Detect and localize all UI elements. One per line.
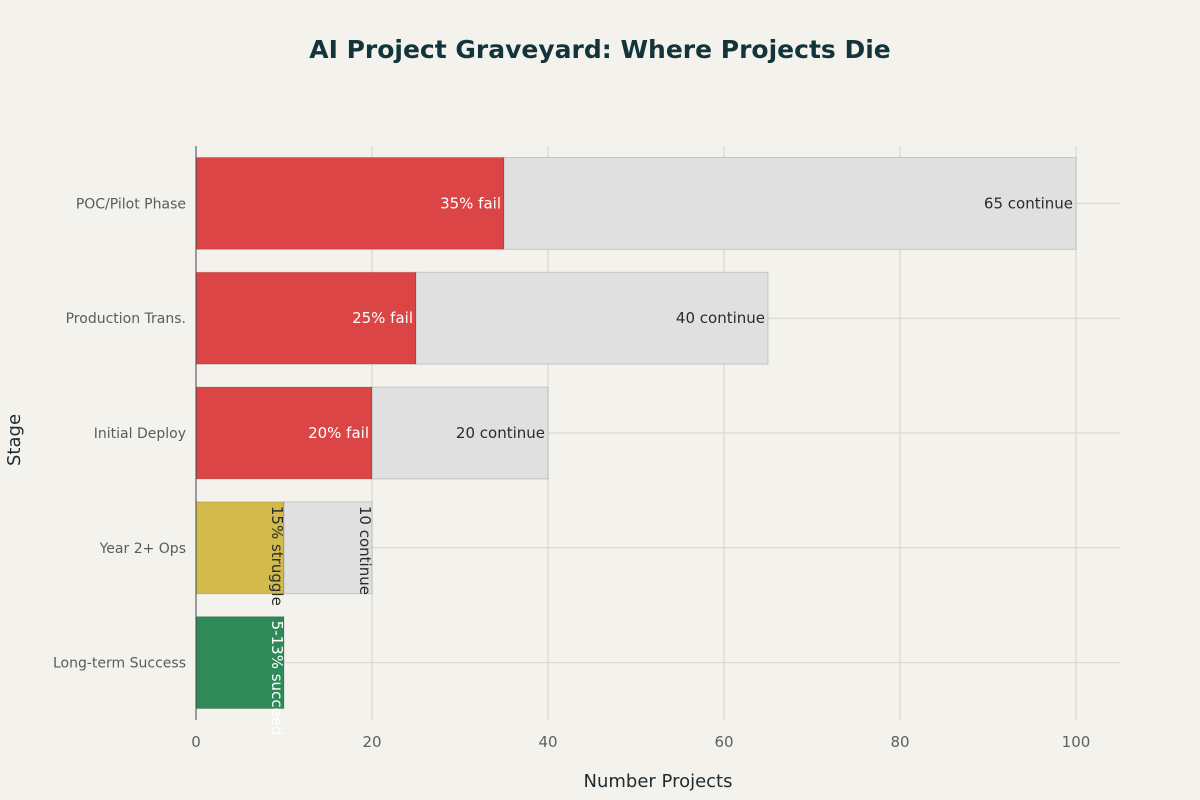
bar-layer xyxy=(195,156,1077,710)
bar-label: 35% fail xyxy=(440,194,501,212)
bar-label: 15% struggle xyxy=(268,506,286,606)
y-category-label: POC/Pilot Phase xyxy=(76,196,186,212)
label-layer: 35% fail 65 continue 25% fail 40 continue 20… xyxy=(268,194,1073,735)
y-category-label: Long-term Success xyxy=(53,656,186,672)
bar-label: 20 continue xyxy=(456,424,545,442)
bar-segment xyxy=(371,386,549,480)
y-axis-title: Stage xyxy=(4,414,25,466)
bar-label: 65 continue xyxy=(984,194,1073,212)
bar-segment xyxy=(503,156,1077,250)
bar-label: 40 continue xyxy=(676,309,765,327)
bar-segment xyxy=(195,501,285,595)
bar-segment xyxy=(195,156,505,250)
bar-segment xyxy=(415,271,769,365)
x-tick-label: 80 xyxy=(890,733,909,751)
bar-label: 10 continue xyxy=(356,506,374,595)
bar-label: 25% fail xyxy=(352,309,413,327)
bar-segment xyxy=(195,616,285,710)
y-category-label: Production Trans. xyxy=(66,311,186,327)
bar-label: 20% fail xyxy=(308,424,369,442)
x-tick-label: 20 xyxy=(362,733,381,751)
x-tick-label: 60 xyxy=(714,733,733,751)
chart-title: AI Project Graveyard: Where Projects Die xyxy=(309,35,891,64)
y-category-label: Year 2+ Ops xyxy=(99,541,186,557)
x-tick-label: 100 xyxy=(1062,733,1091,751)
axis-layer: 0 20 40 60 80 100 POC/Pilot Phase Production Tr… xyxy=(53,146,1090,751)
x-tick-label: 0 xyxy=(191,733,201,751)
y-category-label: Initial Deploy xyxy=(94,426,186,442)
bar-label: 5-13% succeed xyxy=(268,621,286,736)
bar-segment xyxy=(283,501,373,595)
x-tick-label: 40 xyxy=(538,733,557,751)
x-axis-title: Number Projects xyxy=(584,771,733,792)
